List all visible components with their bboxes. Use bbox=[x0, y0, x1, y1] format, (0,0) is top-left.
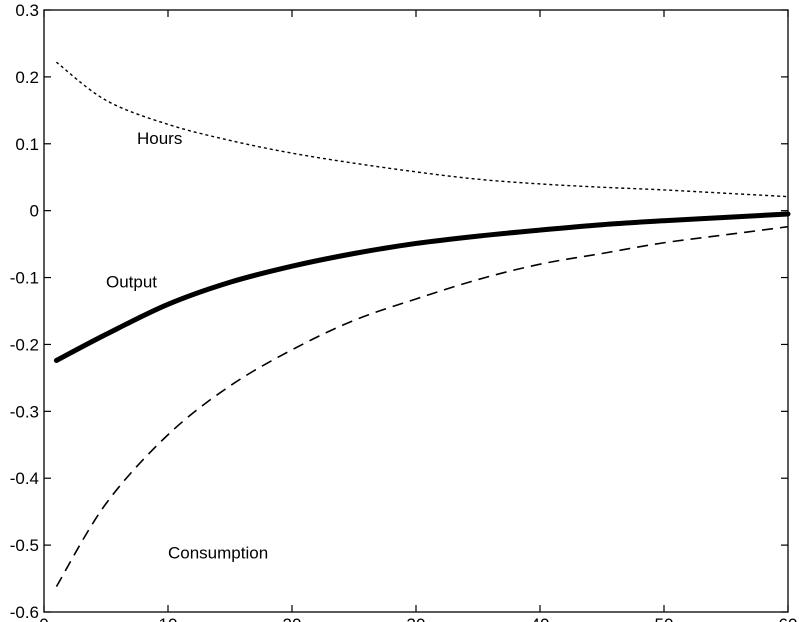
x-tick-label: 10 bbox=[159, 615, 178, 622]
y-tick-label: 0.2 bbox=[15, 68, 39, 87]
series-line-consumption bbox=[55, 225, 789, 587]
y-tick-label: -0.3 bbox=[10, 402, 39, 421]
y-tick-label: 0.1 bbox=[15, 135, 39, 154]
series-line-output bbox=[53, 211, 791, 363]
y-tick-label: -0.5 bbox=[10, 536, 39, 555]
y-tick-label: -0.2 bbox=[10, 335, 39, 354]
series-line-hours bbox=[55, 61, 789, 198]
label-layer: Hours Output Consumption bbox=[106, 129, 268, 563]
series-label-hours: Hours bbox=[137, 129, 182, 148]
y-tick-label: -0.4 bbox=[10, 469, 39, 488]
x-tick-label: 20 bbox=[283, 615, 302, 622]
series-label-consumption: Consumption bbox=[168, 543, 268, 562]
tick-layer: 0 10 20 30 40 50 60 -0.6 -0.5 -0.4 -0.3 -0.2 -0.1 0 0.… bbox=[10, 1, 798, 622]
x-tick-label: 0 bbox=[39, 615, 48, 622]
x-tick-label: 40 bbox=[531, 615, 550, 622]
x-tick-label: 60 bbox=[779, 615, 798, 622]
y-tick-label: -0.1 bbox=[10, 269, 39, 288]
y-tick-label: 0.3 bbox=[15, 1, 39, 20]
series-layer bbox=[53, 61, 791, 587]
y-tick-label: 0 bbox=[30, 202, 39, 221]
x-tick-label: 50 bbox=[655, 615, 674, 622]
x-tick-label: 30 bbox=[407, 615, 426, 622]
series-label-output: Output bbox=[106, 273, 157, 292]
y-tick-label: -0.6 bbox=[10, 603, 39, 622]
